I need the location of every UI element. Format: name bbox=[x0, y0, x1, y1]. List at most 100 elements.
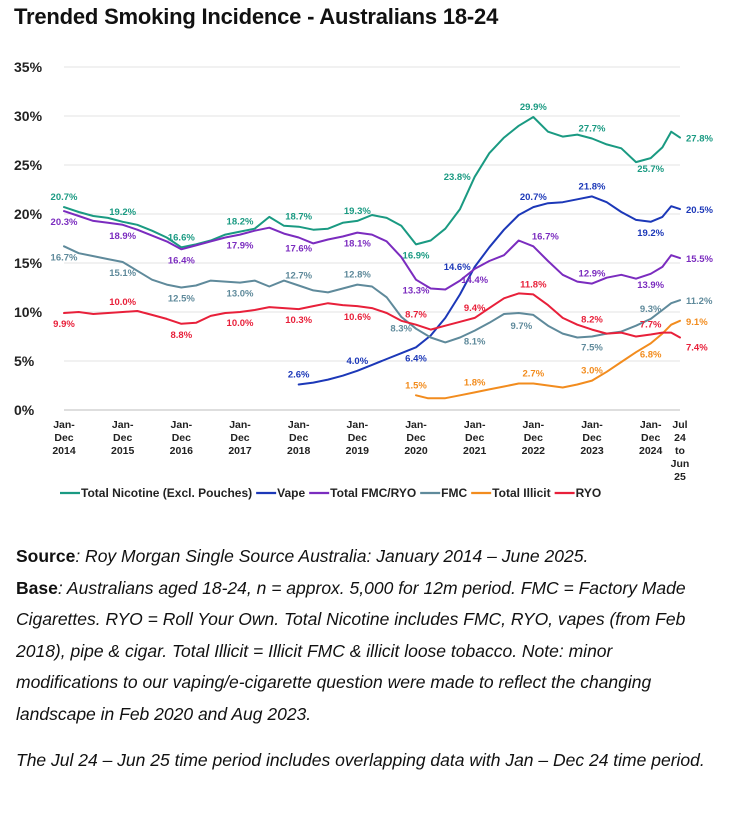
data-label: 18.9% bbox=[109, 231, 136, 242]
x-axis-ticks: Jan-Dec2014Jan-Dec2015Jan-Dec2016Jan-Dec… bbox=[52, 419, 689, 483]
legend-label: Total FMC/RYO bbox=[330, 486, 416, 500]
data-label: 16.4% bbox=[168, 255, 195, 266]
series-line bbox=[63, 116, 681, 249]
data-label: 14.6% bbox=[444, 262, 471, 273]
data-label: 9.9% bbox=[53, 319, 75, 330]
source-note: Source: Roy Morgan Single Source Austral… bbox=[16, 541, 716, 573]
series-line bbox=[63, 292, 681, 339]
data-label: 16.7% bbox=[532, 231, 559, 242]
data-label: 9.1% bbox=[686, 317, 708, 328]
data-label: 25.7% bbox=[637, 164, 664, 175]
x-tick-label: 2024 bbox=[639, 445, 663, 457]
data-label: 19.2% bbox=[109, 207, 136, 218]
data-label: 10.3% bbox=[285, 315, 312, 326]
data-label: 12.9% bbox=[579, 269, 606, 280]
data-label: 13.3% bbox=[403, 286, 430, 297]
y-tick-label: 20% bbox=[14, 206, 43, 222]
legend-label: Total Illicit bbox=[492, 486, 550, 500]
line-chart: 0%5%10%15%20%25%30%35% Jan-Dec2014Jan-De… bbox=[14, 59, 714, 500]
x-tick-label: 2018 bbox=[287, 445, 311, 457]
x-tick-label: Dec bbox=[54, 432, 73, 444]
data-label: 16.6% bbox=[168, 232, 195, 243]
data-label: 8.8% bbox=[171, 330, 193, 341]
grid-lines bbox=[64, 66, 680, 411]
data-label: 20.7% bbox=[51, 192, 78, 203]
x-tick-label: Dec bbox=[465, 432, 484, 444]
x-tick-label: Dec bbox=[289, 432, 308, 444]
data-label: 12.8% bbox=[344, 270, 371, 281]
series-lines bbox=[63, 116, 681, 400]
data-label: 29.9% bbox=[520, 102, 547, 113]
data-label: 9.4% bbox=[464, 303, 486, 314]
y-tick-label: 25% bbox=[14, 157, 43, 173]
y-tick-label: 0% bbox=[14, 402, 35, 418]
x-tick-label: 2020 bbox=[404, 445, 428, 457]
y-tick-label: 35% bbox=[14, 59, 43, 75]
x-tick-label: Jan- bbox=[405, 419, 427, 431]
data-label: 20.7% bbox=[520, 192, 547, 203]
data-label: 18.2% bbox=[227, 217, 254, 228]
x-tick-label: to bbox=[675, 445, 685, 457]
data-labels: 20.7% 19.2% 16.6% 18.2% 18.7% 19.3% 16.9% 23.8%… bbox=[51, 102, 714, 391]
x-tick-label: 2015 bbox=[111, 445, 135, 457]
data-label: 7.5% bbox=[581, 343, 603, 354]
data-label: 7.7% bbox=[640, 320, 662, 331]
x-tick-label: 2014 bbox=[52, 445, 76, 457]
data-label: 1.8% bbox=[464, 377, 486, 388]
x-tick-label: 2023 bbox=[580, 445, 604, 457]
data-label: 7.4% bbox=[686, 342, 708, 353]
x-tick-label: 25 bbox=[674, 471, 686, 483]
period-note: The Jul 24 – Jun 25 time period includes… bbox=[16, 750, 705, 770]
data-label: 3.0% bbox=[581, 366, 603, 377]
data-label: 6.8% bbox=[640, 349, 662, 360]
x-tick-label: Dec bbox=[230, 432, 249, 444]
series-line bbox=[63, 245, 681, 344]
data-label: 19.2% bbox=[637, 228, 664, 239]
base-text: : Australians aged 18-24, n = approx. 5,… bbox=[16, 577, 686, 724]
x-tick-label: Jan- bbox=[523, 419, 545, 431]
data-label: 8.1% bbox=[464, 337, 486, 348]
data-label: 2.7% bbox=[523, 369, 545, 380]
data-label: 14.4% bbox=[461, 275, 488, 286]
base-label: Base bbox=[16, 577, 58, 598]
data-label: 11.2% bbox=[686, 296, 713, 307]
x-tick-label: 2016 bbox=[170, 445, 194, 457]
x-tick-label: Jan- bbox=[288, 419, 310, 431]
data-label: 9.7% bbox=[511, 321, 533, 332]
x-tick-label: Jul bbox=[672, 419, 687, 431]
legend: Total Nicotine (Excl. Pouches) Vape Total … bbox=[60, 486, 601, 500]
base-note: Base: Australians aged 18-24, n = approx… bbox=[16, 573, 716, 731]
data-label: 20.5% bbox=[686, 205, 713, 216]
data-label: 15.1% bbox=[109, 268, 136, 279]
x-tick-label: Jan- bbox=[347, 419, 369, 431]
x-tick-label: Jan- bbox=[171, 419, 193, 431]
x-tick-label: Dec bbox=[172, 432, 191, 444]
x-tick-label: Jun bbox=[671, 458, 690, 470]
data-label: 4.0% bbox=[347, 356, 369, 367]
data-label: 11.8% bbox=[520, 279, 547, 290]
x-tick-label: Jan- bbox=[640, 419, 662, 431]
legend-label: Vape bbox=[277, 486, 305, 500]
data-label: 18.1% bbox=[344, 239, 371, 250]
source-label: Source bbox=[16, 546, 76, 566]
source-text: : Roy Morgan Single Source Australia: Ja… bbox=[75, 546, 589, 566]
data-label: 27.7% bbox=[579, 124, 606, 135]
data-label: 2.6% bbox=[288, 370, 310, 381]
data-label: 18.7% bbox=[285, 212, 312, 223]
x-tick-label: Dec bbox=[113, 432, 132, 444]
legend-label: Total Nicotine (Excl. Pouches) bbox=[81, 486, 252, 500]
legend-label: FMC bbox=[441, 486, 467, 500]
data-label: 27.8% bbox=[686, 134, 713, 145]
x-tick-label: Jan- bbox=[464, 419, 486, 431]
x-tick-label: Dec bbox=[641, 432, 660, 444]
series-line bbox=[297, 195, 681, 386]
data-label: 23.8% bbox=[444, 172, 471, 183]
x-tick-label: Jan- bbox=[581, 419, 603, 431]
y-tick-label: 30% bbox=[14, 108, 43, 124]
data-label: 13.9% bbox=[637, 280, 664, 291]
data-label: 19.3% bbox=[344, 206, 371, 217]
data-label: 15.5% bbox=[686, 254, 713, 265]
series-line bbox=[63, 210, 681, 291]
x-tick-label: Dec bbox=[406, 432, 425, 444]
data-label: 9.3% bbox=[640, 304, 662, 315]
